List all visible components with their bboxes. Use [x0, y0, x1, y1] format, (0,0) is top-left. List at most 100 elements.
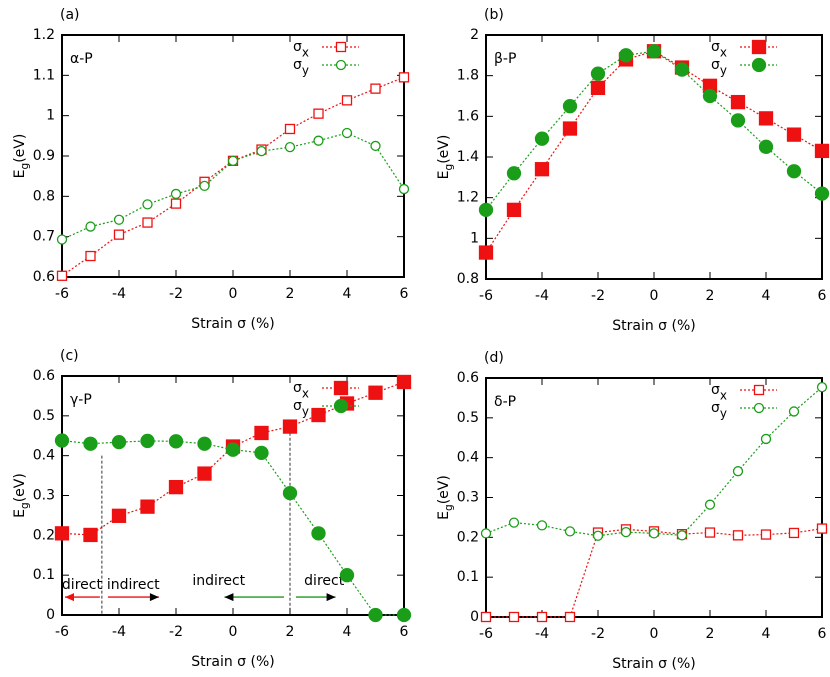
- panel-label: (a): [60, 7, 80, 23]
- marker: [758, 111, 774, 126]
- marker: [398, 72, 410, 83]
- x-tick-label: -2: [591, 288, 605, 304]
- x-tick-label: 4: [343, 286, 352, 302]
- marker: [396, 607, 412, 623]
- marker: [341, 127, 353, 139]
- annotation: direct: [62, 577, 103, 593]
- marker: [508, 611, 520, 623]
- series-line: [485, 50, 823, 211]
- x-tick-label: -2: [169, 624, 183, 640]
- marker: [508, 517, 520, 528]
- y-tick-label: 0.3: [33, 488, 55, 504]
- y-tick-label: 0: [470, 609, 479, 625]
- marker: [254, 445, 269, 461]
- marker: [170, 188, 182, 200]
- marker: [256, 146, 267, 157]
- legend-marker: [753, 384, 765, 396]
- marker: [113, 214, 125, 225]
- marker: [284, 141, 296, 153]
- marker: [788, 527, 800, 539]
- plot-frame: [485, 34, 823, 280]
- marker: [478, 245, 494, 260]
- legend-label: σx: [711, 382, 727, 402]
- y-tick-label: 0.2: [457, 529, 479, 545]
- marker: [730, 94, 746, 110]
- series-line: [61, 132, 405, 241]
- x-tick-label: -4: [535, 288, 549, 304]
- marker: [536, 611, 548, 623]
- marker: [284, 123, 296, 135]
- marker: [562, 121, 578, 136]
- marker: [197, 436, 212, 451]
- y-tick-label: 0.7: [33, 229, 55, 245]
- marker: [199, 180, 210, 191]
- marker: [620, 527, 632, 538]
- legend-label: σy: [711, 57, 727, 77]
- marker: [142, 217, 153, 228]
- marker: [704, 499, 716, 510]
- x-tick-label: -4: [112, 624, 126, 640]
- marker: [760, 529, 772, 540]
- marker: [786, 164, 802, 179]
- legend-marker: [333, 380, 349, 396]
- x-tick-label: -4: [112, 286, 126, 302]
- panel-label: (c): [60, 348, 79, 364]
- marker: [170, 198, 182, 209]
- marker: [564, 526, 576, 537]
- marker: [816, 523, 828, 534]
- marker: [168, 434, 184, 449]
- legend-label: σy: [711, 400, 727, 420]
- legend-marker: [335, 59, 347, 71]
- arrow-head: [65, 593, 74, 602]
- y-axis-label: Eg(eV): [436, 475, 455, 520]
- marker: [506, 202, 522, 218]
- x-tick-label: -6: [479, 626, 493, 642]
- y-tick-label: 0.9: [33, 148, 55, 164]
- marker: [758, 139, 774, 154]
- y-tick-label: 0.4: [457, 450, 479, 466]
- y-tick-label: 0.1: [457, 569, 479, 585]
- marker: [339, 568, 355, 583]
- y-tick-label: 0.1: [33, 567, 55, 583]
- arrow-head: [224, 593, 234, 602]
- marker: [534, 131, 550, 146]
- marker: [370, 140, 381, 152]
- marker: [140, 499, 155, 514]
- series-line: [486, 527, 823, 618]
- marker: [311, 526, 326, 541]
- y-tick-label: 0.8: [33, 188, 55, 204]
- marker: [534, 162, 550, 177]
- x-tick-label: 6: [400, 286, 409, 302]
- y-tick-label: 1.1: [33, 67, 55, 83]
- y-tick-label: 0.6: [457, 370, 479, 386]
- marker: [646, 44, 662, 59]
- x-tick-label: -2: [591, 626, 605, 642]
- marker: [618, 48, 634, 63]
- marker: [368, 385, 383, 400]
- legend-label: σx: [293, 39, 309, 59]
- y-tick-label: 0.3: [457, 490, 479, 506]
- marker: [83, 436, 98, 451]
- x-tick-label: 6: [818, 626, 827, 642]
- y-tick-label: 0.5: [457, 410, 479, 426]
- marker: [562, 99, 578, 114]
- marker: [674, 62, 690, 77]
- panel-label: (b): [484, 7, 504, 23]
- legend-label: σy: [293, 57, 309, 77]
- panel-label: (d): [484, 350, 504, 366]
- legend-marker: [753, 402, 765, 414]
- y-tick-label: 1: [46, 108, 55, 124]
- y-tick-label: 1.2: [33, 27, 55, 43]
- marker: [111, 434, 127, 450]
- y-tick-label: 0.6: [33, 269, 55, 285]
- marker: [113, 229, 125, 240]
- marker: [56, 270, 68, 281]
- marker: [83, 527, 98, 543]
- x-tick-label: 2: [706, 626, 715, 642]
- legend-label: σy: [293, 398, 309, 418]
- x-tick-label: -2: [169, 286, 183, 302]
- marker: [168, 479, 184, 495]
- marker: [786, 127, 802, 142]
- y-axis-label: Eg(eV): [436, 135, 455, 180]
- x-tick-label: 0: [229, 624, 238, 640]
